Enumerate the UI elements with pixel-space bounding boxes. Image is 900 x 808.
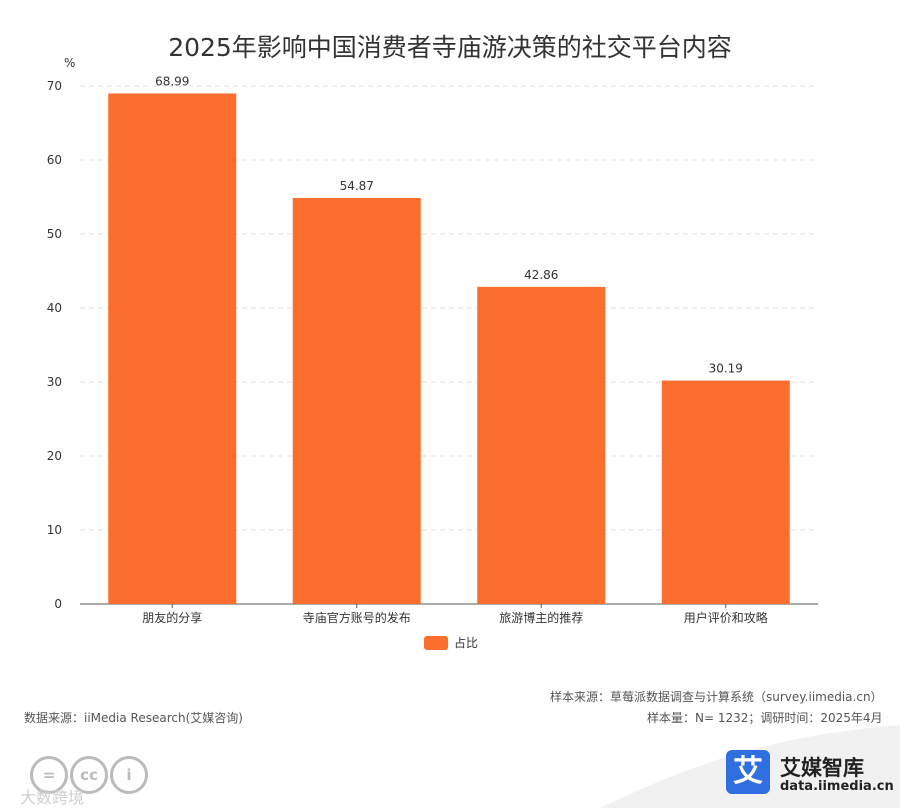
y-tick-label: 0 [54,597,62,611]
brand-logo-icon: 艾 [726,750,770,794]
legend-label: 占比 [454,635,478,650]
data-label: 30.19 [709,362,743,376]
data-label: 68.99 [155,74,189,88]
brand-url: data.iimedia.cn [780,779,894,794]
creative-commons-icon: cc [70,756,108,794]
y-tick-label: 20 [47,449,62,463]
y-tick-label: 70 [47,79,62,93]
labels: 0 10 20 30 40 50 60 70% 68.99 朋友的分享 54.87 寺庙官方账号的发布… [47,56,768,625]
bar[interactable] [292,197,421,604]
legend-swatch [424,636,448,650]
y-axis-unit-label: % [64,56,75,70]
data-label: 54.87 [340,179,374,193]
x-tick-label: 寺庙官方账号的发布 [303,610,411,625]
y-tick-label: 50 [47,227,62,241]
bars [108,93,790,604]
data-label: 42.86 [524,268,558,282]
sample-source-note: 样本来源：草莓派数据调查与计算系统（survey.iimedia.cn） [550,690,883,704]
y-tick-label: 10 [47,523,62,537]
bar[interactable] [108,93,237,604]
chart-title: 2025年影响中国消费者寺庙游决策的社交平台内容 [168,33,732,62]
brand-name: 艾媒智库 [780,756,864,780]
y-tick-label: 30 [47,375,62,389]
legend: 占比 [424,635,478,650]
sample-info-note: 样本量：N= 1232；调研时间：2025年4月 [647,711,883,725]
attribution-person-icon: i [110,756,148,794]
x-tick-label: 朋友的分享 [142,610,202,625]
y-tick-label: 40 [47,301,62,315]
x-tick-label: 用户评价和攻略 [684,610,768,625]
x-tick-label: 旅游博主的推荐 [499,610,583,625]
y-tick-label: 60 [47,153,62,167]
equal-icon: = [30,756,68,794]
bar[interactable] [661,380,790,604]
data-source-note: 数据来源：iiMedia Research(艾媒咨询) [24,711,243,725]
watermark: 大数跨境 [20,788,85,807]
bar[interactable] [477,286,606,604]
